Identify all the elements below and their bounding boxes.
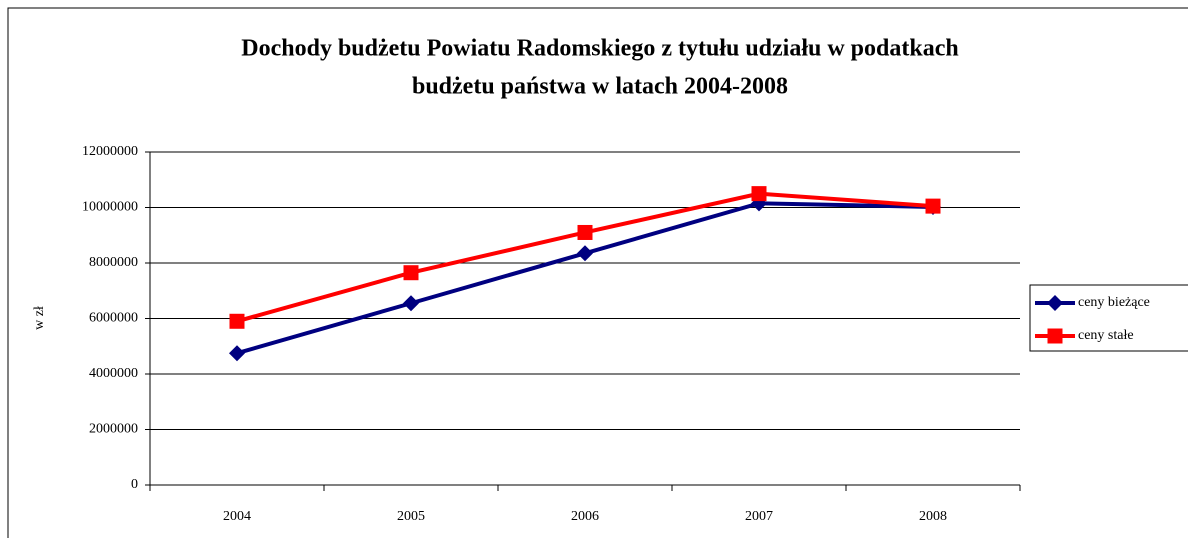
y-tick-label: 0 xyxy=(131,477,138,492)
marker xyxy=(1047,328,1063,344)
chart-title: Dochody budżetu Powiatu Radomskiego z ty… xyxy=(241,36,958,62)
marker xyxy=(229,345,245,362)
y-tick-label: 12000000 xyxy=(82,144,138,159)
x-tick-label: 2006 xyxy=(571,509,599,524)
x-tick-label: 2004 xyxy=(223,509,251,524)
y-tick-label: 6000000 xyxy=(89,311,138,326)
chart-border xyxy=(7,7,1188,538)
marker xyxy=(1047,295,1063,311)
marker xyxy=(229,313,245,329)
marker xyxy=(577,224,593,240)
marker xyxy=(925,198,941,214)
y-tick-label: 2000000 xyxy=(89,422,138,437)
x-tick-label: 2005 xyxy=(397,509,425,524)
marker xyxy=(577,245,593,262)
legend-label: ceny bieżące xyxy=(1078,295,1150,310)
y-tick-label: 10000000 xyxy=(82,200,138,215)
marker xyxy=(403,265,419,281)
legend-label: ceny stałe xyxy=(1078,328,1134,343)
chart-title: budżetu państwa w latach 2004-2008 xyxy=(412,74,788,100)
y-axis-label: w zł xyxy=(32,306,47,330)
marker xyxy=(751,186,767,202)
y-tick-label: 4000000 xyxy=(89,366,138,381)
x-tick-label: 2008 xyxy=(919,509,947,524)
x-tick-label: 2007 xyxy=(745,509,773,524)
y-tick-label: 8000000 xyxy=(89,255,138,270)
marker xyxy=(403,295,419,312)
